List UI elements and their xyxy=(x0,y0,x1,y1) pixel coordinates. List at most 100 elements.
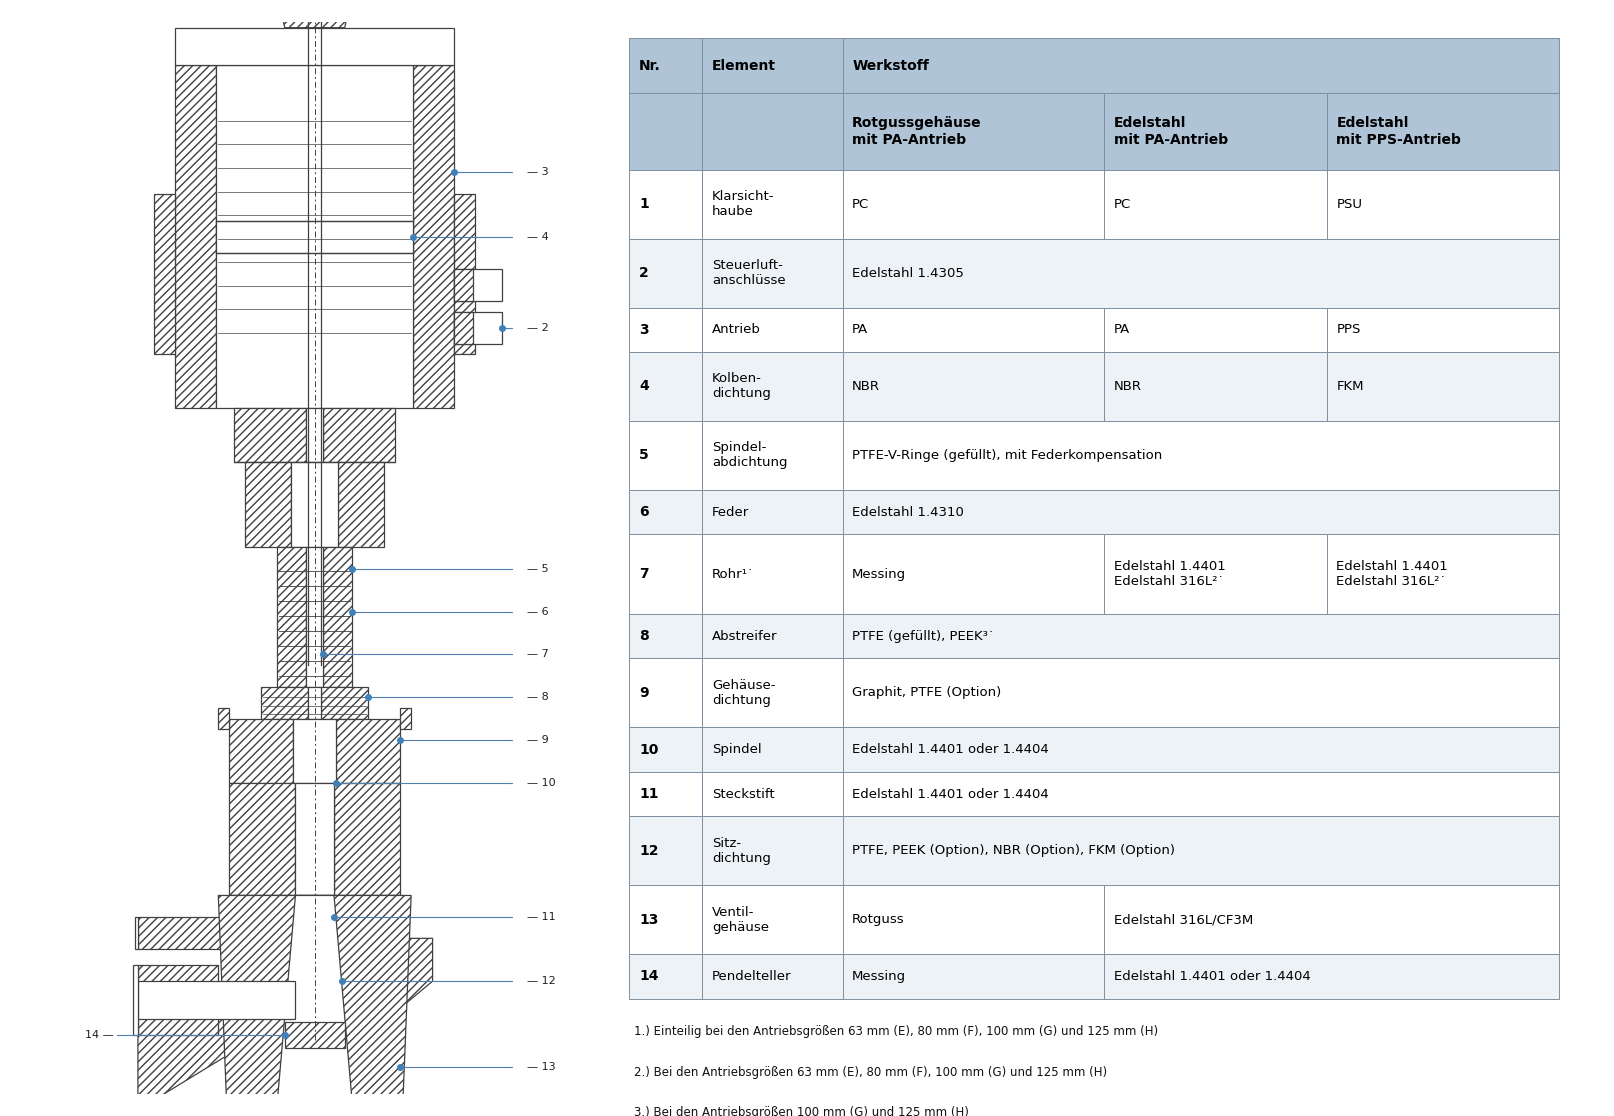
Bar xyxy=(702,772,843,817)
Text: — 9: — 9 xyxy=(526,735,549,745)
Text: — 11: — 11 xyxy=(526,912,555,922)
Text: — 8: — 8 xyxy=(526,692,549,702)
Bar xyxy=(702,308,843,352)
Text: Feder: Feder xyxy=(712,506,749,519)
Text: 1: 1 xyxy=(639,198,649,211)
Bar xyxy=(843,885,1104,954)
Text: Steuerluft-
anschlüsse: Steuerluft- anschlüsse xyxy=(712,259,786,287)
Text: PPS: PPS xyxy=(1336,324,1361,336)
Bar xyxy=(702,817,843,885)
Bar xyxy=(702,614,843,658)
Text: Gehäuse-
dichtung: Gehäuse- dichtung xyxy=(712,679,775,706)
Polygon shape xyxy=(334,895,400,1035)
Bar xyxy=(629,308,702,352)
Text: 12: 12 xyxy=(639,844,659,858)
Polygon shape xyxy=(323,408,395,462)
Bar xyxy=(843,421,1559,490)
Bar xyxy=(629,94,702,170)
Polygon shape xyxy=(294,719,336,783)
Bar xyxy=(702,490,843,535)
Bar xyxy=(843,614,1559,658)
Bar xyxy=(629,421,702,490)
Text: 3: 3 xyxy=(639,323,649,337)
Polygon shape xyxy=(229,783,295,895)
Bar xyxy=(702,885,843,954)
Polygon shape xyxy=(308,686,321,719)
Polygon shape xyxy=(307,408,323,462)
Bar xyxy=(702,728,843,772)
Polygon shape xyxy=(334,783,400,895)
Text: Rotgussgehäuse
mit PA-Antrieb: Rotgussgehäuse mit PA-Antrieb xyxy=(852,116,981,146)
Polygon shape xyxy=(400,708,412,730)
Text: Edelstahl 1.4401 oder 1.4404: Edelstahl 1.4401 oder 1.4404 xyxy=(852,788,1049,800)
Polygon shape xyxy=(291,462,339,547)
Text: 13: 13 xyxy=(639,913,659,926)
Text: — 5: — 5 xyxy=(526,564,549,574)
Polygon shape xyxy=(261,686,308,719)
Bar xyxy=(702,954,843,999)
Bar xyxy=(843,817,1559,885)
Bar xyxy=(629,490,702,535)
Polygon shape xyxy=(454,311,473,344)
Polygon shape xyxy=(216,65,413,408)
Bar xyxy=(629,614,702,658)
Bar xyxy=(843,954,1104,999)
Polygon shape xyxy=(229,895,295,1035)
Text: PTFE, PEEK (Option), NBR (Option), FKM (Option): PTFE, PEEK (Option), NBR (Option), FKM (… xyxy=(852,845,1175,857)
Text: 14: 14 xyxy=(639,970,659,983)
Polygon shape xyxy=(295,783,334,895)
Text: Werkstoff: Werkstoff xyxy=(852,59,930,73)
Bar xyxy=(702,535,843,614)
Text: 4: 4 xyxy=(639,379,649,394)
Polygon shape xyxy=(208,33,421,65)
Text: 8: 8 xyxy=(639,629,649,643)
Bar xyxy=(629,658,702,728)
Text: Antrieb: Antrieb xyxy=(712,324,760,336)
Text: 2: 2 xyxy=(639,266,649,280)
Text: — 4: — 4 xyxy=(526,232,549,241)
Text: Element: Element xyxy=(712,59,776,73)
Text: PSU: PSU xyxy=(1336,198,1362,211)
Text: PA: PA xyxy=(852,324,868,336)
Polygon shape xyxy=(137,965,218,1035)
Polygon shape xyxy=(454,311,502,344)
Text: 10: 10 xyxy=(639,742,659,757)
Bar xyxy=(629,38,702,94)
Bar xyxy=(1327,535,1559,614)
Bar xyxy=(843,490,1559,535)
Polygon shape xyxy=(153,194,176,355)
Text: Rohr¹˙: Rohr¹˙ xyxy=(712,568,754,580)
Polygon shape xyxy=(137,981,295,1019)
Text: 3.) Bei den Antriebsgrößen 100 mm (G) und 125 mm (H): 3.) Bei den Antriebsgrößen 100 mm (G) un… xyxy=(634,1106,968,1116)
Bar xyxy=(702,658,843,728)
Bar xyxy=(843,535,1104,614)
Polygon shape xyxy=(137,939,287,1109)
Text: PC: PC xyxy=(852,198,870,211)
Text: — 6: — 6 xyxy=(526,607,549,616)
Text: Messing: Messing xyxy=(852,568,907,580)
Text: FKM: FKM xyxy=(1336,381,1364,393)
Text: Edelstahl 1.4401 oder 1.4404: Edelstahl 1.4401 oder 1.4404 xyxy=(1114,970,1311,983)
Polygon shape xyxy=(218,708,229,730)
Text: Graphit, PTFE (Option): Graphit, PTFE (Option) xyxy=(852,686,1001,700)
Polygon shape xyxy=(137,917,295,949)
Bar xyxy=(843,772,1559,817)
Polygon shape xyxy=(454,194,476,355)
Text: Spindel: Spindel xyxy=(712,743,762,757)
Bar xyxy=(629,728,702,772)
Text: Kolben-
dichtung: Kolben- dichtung xyxy=(712,373,770,401)
Text: NBR: NBR xyxy=(852,381,880,393)
Bar xyxy=(629,772,702,817)
Polygon shape xyxy=(454,269,473,301)
Text: NBR: NBR xyxy=(1114,381,1141,393)
Text: Messing: Messing xyxy=(852,970,907,983)
Text: Steckstift: Steckstift xyxy=(712,788,775,800)
Bar xyxy=(1104,94,1327,170)
Bar xyxy=(702,352,843,421)
Text: PC: PC xyxy=(1114,198,1131,211)
Text: 14 —: 14 — xyxy=(84,1030,113,1040)
Bar xyxy=(1104,352,1327,421)
Text: — 3: — 3 xyxy=(526,167,549,177)
Polygon shape xyxy=(294,1024,336,1046)
Bar xyxy=(843,728,1559,772)
